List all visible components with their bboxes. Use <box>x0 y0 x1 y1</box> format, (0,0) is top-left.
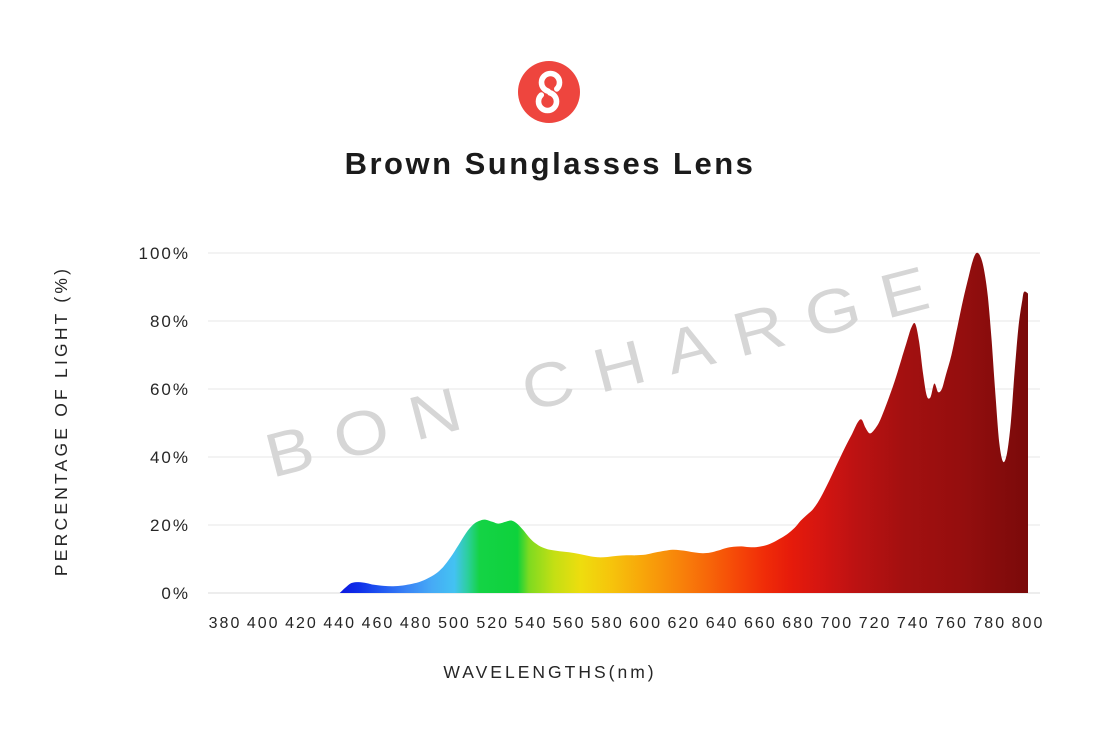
x-tick-label: 380 <box>209 615 242 632</box>
logo-bottom-loop <box>535 89 560 114</box>
y-tick-label: 20% <box>150 516 190 535</box>
y-tick-label: 60% <box>150 380 190 399</box>
y-axis-title: PERCENTAGE OF LIGHT (%) <box>51 266 71 576</box>
bon-charge-logo <box>517 60 581 124</box>
spectrum-area <box>339 252 1028 593</box>
x-tick-label: 760 <box>935 615 968 632</box>
x-tick-label: 560 <box>553 615 586 632</box>
transmission-area <box>339 252 1028 593</box>
y-tick-label: 0% <box>161 584 190 603</box>
x-tick-label: 520 <box>476 615 509 632</box>
x-tick-label: 440 <box>323 615 356 632</box>
y-tick-label: 80% <box>150 312 190 331</box>
y-tick-label: 40% <box>150 448 190 467</box>
x-tick-label: 740 <box>897 615 930 632</box>
x-tick-label: 540 <box>515 615 548 632</box>
x-tick-label: 500 <box>438 615 471 632</box>
x-tick-label: 680 <box>782 615 815 632</box>
x-tick-label: 400 <box>247 615 280 632</box>
x-tick-label: 700 <box>820 615 853 632</box>
x-tick-label: 660 <box>744 615 777 632</box>
x-tick-label: 800 <box>1012 615 1045 632</box>
page-title: Brown Sunglasses Lens <box>344 146 756 181</box>
x-tick-label: 420 <box>285 615 318 632</box>
x-axis-title: WAVELENGTHS(nm) <box>443 662 656 682</box>
x-tick-label: 460 <box>362 615 395 632</box>
y-tick-label: 100% <box>139 244 190 263</box>
x-tick-label: 620 <box>668 615 701 632</box>
x-tick-label: 600 <box>629 615 662 632</box>
x-tick-label: 720 <box>859 615 892 632</box>
axis-ticks: 100% 80% 60% 40% 20% 0% 380 400 420 440 460 480 500 5… <box>139 244 1045 632</box>
logo-icon <box>518 61 580 123</box>
x-tick-label: 780 <box>973 615 1006 632</box>
x-tick-label: 480 <box>400 615 433 632</box>
x-tick-label: 640 <box>706 615 739 632</box>
x-tick-label: 580 <box>591 615 624 632</box>
